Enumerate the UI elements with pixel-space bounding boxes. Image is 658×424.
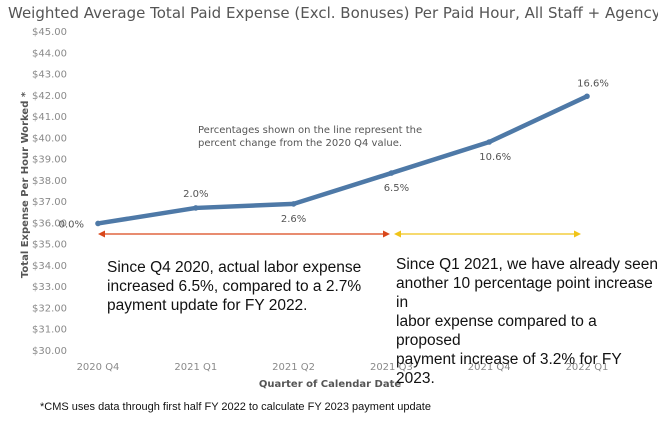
- data-point: [193, 205, 199, 211]
- footnote: *CMS uses data through first half FY 202…: [40, 401, 431, 413]
- y-tick-label: $37.00: [32, 197, 67, 208]
- y-tick-label: $41.00: [32, 112, 67, 123]
- y-tick-label: $36.00: [32, 218, 67, 229]
- arrow-q3-2021-to-q1-2022: [394, 230, 581, 238]
- callout-left: Since Q4 2020, actual labor expense incr…: [107, 258, 361, 315]
- data-label: 6.5%: [384, 183, 409, 194]
- data-label: 2.6%: [281, 214, 306, 225]
- y-tick-label: $30.00: [32, 346, 67, 357]
- data-labels: 0.0% 2.0% 2.6% 6.5% 10.6% 16.6%: [59, 78, 609, 230]
- callout-right-line-3: labor expense compared to a proposed: [396, 313, 597, 349]
- series-line: [95, 94, 590, 226]
- series-line-group: [95, 93, 590, 227]
- y-tick-label: $45.00: [32, 27, 67, 38]
- callout-left-line-3: payment update for FY 2022.: [107, 297, 308, 314]
- y-axis: $30.00 $31.00 $32.00 $33.00 $34.00 $35.00 $36.…: [32, 27, 67, 357]
- callout-left-line-1: Since Q4 2020, actual labor expense: [107, 259, 362, 276]
- y-tick-label: $35.00: [32, 240, 67, 251]
- data-point: [388, 170, 395, 176]
- x-tick-label: 2021 Q3: [370, 362, 413, 373]
- arrow-q4-2020-to-q3-2021-head-right: [383, 230, 390, 238]
- x-tick-label: 2021 Q1: [174, 362, 217, 373]
- arrow-q3-2021-to-q1-2022-head-left: [394, 230, 401, 238]
- callout-right: Since Q1 2021, we have already seen anot…: [396, 255, 658, 388]
- y-tick-label: $31.00: [32, 325, 67, 336]
- y-tick-label: $34.00: [32, 261, 67, 272]
- y-tick-label: $42.00: [32, 91, 67, 102]
- data-label: 16.6%: [577, 78, 609, 89]
- data-point: [95, 220, 101, 227]
- y-tick-label: $40.00: [32, 133, 67, 144]
- y-axis-label: Total Expense Per Hour Worked *: [20, 91, 31, 278]
- arrow-q3-2021-to-q1-2022-head-right: [574, 230, 581, 238]
- data-point: [290, 201, 297, 207]
- data-label: 2.0%: [183, 189, 208, 200]
- x-tick-label: 2021 Q4: [468, 362, 511, 373]
- y-tick-label: $38.00: [32, 176, 67, 187]
- y-tick-label: $33.00: [32, 282, 67, 293]
- callout-right-line-1: Since Q1 2021, we have already seen: [396, 256, 658, 273]
- annotation-line-1: Percentages shown on the line represent …: [198, 125, 422, 136]
- callout-right-line-2: another 10 percentage point increase in: [396, 275, 653, 311]
- arrow-q4-2020-to-q3-2021: [98, 230, 390, 238]
- y-tick-label: $32.00: [32, 303, 67, 314]
- range-arrows: [98, 230, 581, 238]
- callout-left-line-2: increased 6.5%, compared to a 2.7%: [107, 278, 362, 295]
- annotation-line-2: percent change from the 2020 Q4 value.: [198, 138, 402, 149]
- data-point: [486, 139, 493, 145]
- y-tick-label: $43.00: [32, 70, 67, 81]
- x-tick-label: 2020 Q4: [77, 362, 120, 373]
- data-label: 0.0%: [59, 219, 84, 230]
- y-tick-label: $44.00: [32, 48, 67, 59]
- y-tick-label: $39.00: [32, 155, 67, 166]
- x-axis: 2020 Q4 2021 Q1 2021 Q2 2021 Q3 2021 Q4 2022 …: [77, 362, 609, 373]
- x-tick-label: 2021 Q2: [272, 362, 315, 373]
- arrow-q4-2020-to-q3-2021-head-left: [98, 230, 105, 238]
- chart-title: Weighted Average Total Paid Expense (Exc…: [8, 4, 658, 22]
- data-point: [584, 93, 590, 100]
- data-label: 10.6%: [479, 152, 511, 163]
- x-tick-label: 2022 Q1: [566, 362, 609, 373]
- x-axis-label: Quarter of Calendar Date: [259, 379, 402, 390]
- callout-right-line-4: payment increase of 3.2% for FY 2023.: [396, 351, 622, 387]
